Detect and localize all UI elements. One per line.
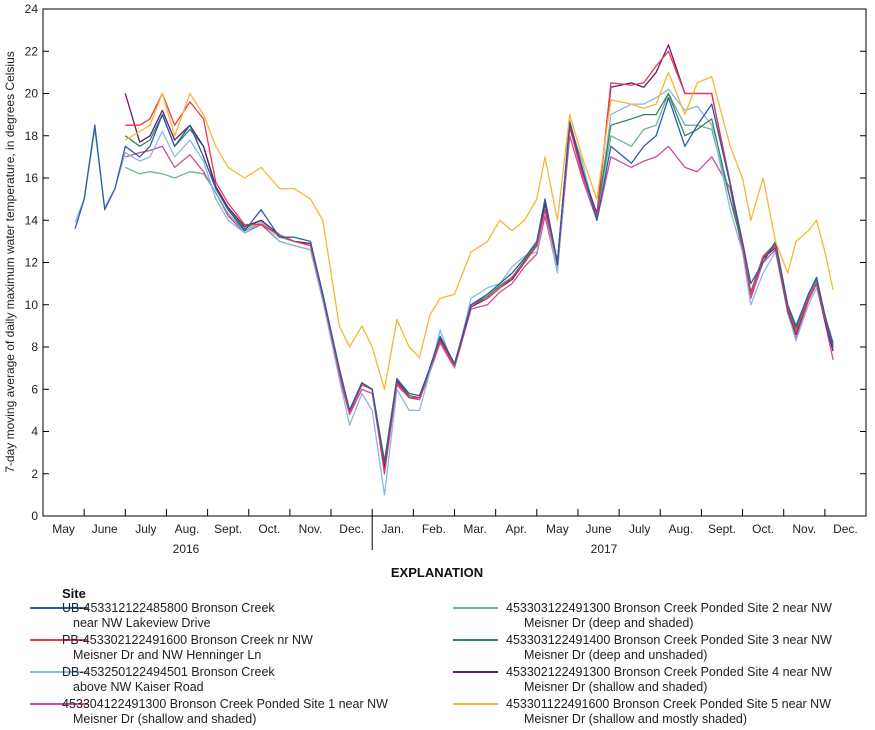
series-line-5 (125, 92, 834, 464)
x-tick-label: Apr. (506, 522, 527, 536)
legend-label-line2: above NW Kaiser Road (73, 680, 204, 694)
y-tick-label: 14 (25, 213, 39, 227)
x-tick-label: Aug. (668, 522, 693, 536)
x-tick-label: July (135, 522, 156, 536)
legend-label-line2: Meisner Dr (deep and unshaded) (524, 648, 707, 662)
y-tick-label: 18 (25, 129, 39, 143)
y-tick-label: 10 (25, 298, 39, 312)
series-line-6 (124, 92, 834, 462)
x-tick-label: Mar. (463, 522, 486, 536)
legend-label: 453303122491400 Bronson Creek Ponded Sit… (506, 633, 832, 647)
x-tick-label: July (629, 522, 650, 536)
y-tick-label: 0 (31, 509, 38, 523)
x-tick-label: Sept. (214, 522, 242, 536)
x-tick-label: Dec. (339, 522, 364, 536)
legend-label: 453304122491300 Bronson Creek Ponded Sit… (62, 697, 388, 711)
y-tick-label: 12 (25, 256, 39, 270)
y-tick-label: 22 (25, 44, 39, 58)
x-tick-label: Sept. (708, 522, 736, 536)
x-tick-label: May (546, 522, 569, 536)
y-tick-label: 8 (31, 340, 38, 354)
explanation-title: EXPLANATION (391, 565, 483, 580)
x-tick-label: Aug. (175, 522, 200, 536)
x-tick-label: Oct. (258, 522, 280, 536)
x-tick-label: Nov. (792, 522, 816, 536)
x-tick-label: Oct. (752, 522, 774, 536)
x-tick-label: Dec. (833, 522, 858, 536)
series-line-1 (74, 97, 834, 464)
legend-label-line2: near NW Lakeview Drive (73, 616, 211, 630)
legend-label-line2: Meisner Dr (shallow and shaded) (524, 680, 707, 694)
y-tick-label: 2 (31, 467, 38, 481)
y-tick-label: 16 (25, 171, 39, 185)
legend-label-line2: Meisner Dr (shallow and mostly shaded) (524, 712, 747, 726)
legend-label-line2: Meisner Dr (shallow and shaded) (73, 712, 256, 726)
legend-label: PB-453302122491600 Bronson Creek nr NW (62, 633, 313, 647)
y-tick-label: 6 (31, 382, 38, 396)
legend-label: 453303122491300 Bronson Creek Ponded Sit… (506, 601, 832, 615)
plot-frame (42, 8, 867, 517)
y-tick-label: 20 (25, 87, 39, 101)
y-axis-label: 7-day moving average of daily maximum wa… (3, 51, 17, 473)
series-line-8 (124, 71, 834, 390)
legend-label: 453302122491300 Bronson Creek Ponded Sit… (506, 665, 832, 679)
x-tick-label: Feb. (422, 522, 446, 536)
legend-label-line2: Meisner Dr and NW Henninger Ln (73, 648, 261, 662)
series-line-7 (124, 44, 834, 469)
x-tick-label: Nov. (299, 522, 323, 536)
x-tick-label: May (52, 522, 75, 536)
legend-label: UB-453312122485800 Bronson Creek (62, 601, 275, 615)
series-line-3 (74, 88, 834, 496)
y-tick-label: 24 (25, 2, 39, 16)
legend-label-line2: Meisner Dr (deep and shaded) (524, 616, 694, 630)
y-tick-label: 4 (31, 425, 38, 439)
year-label-2016: 2016 (173, 542, 200, 556)
legend-label: DB-453250122494501 Bronson Creek (62, 665, 275, 679)
x-tick-label: June (586, 522, 612, 536)
x-tick-label: June (92, 522, 118, 536)
year-label-2017: 2017 (591, 542, 618, 556)
legend-heading: Site (62, 586, 86, 601)
series-line-2 (125, 50, 834, 475)
legend-label: 453301122491600 Bronson Creek Ponded Sit… (506, 697, 831, 711)
x-tick-label: Jan. (381, 522, 404, 536)
